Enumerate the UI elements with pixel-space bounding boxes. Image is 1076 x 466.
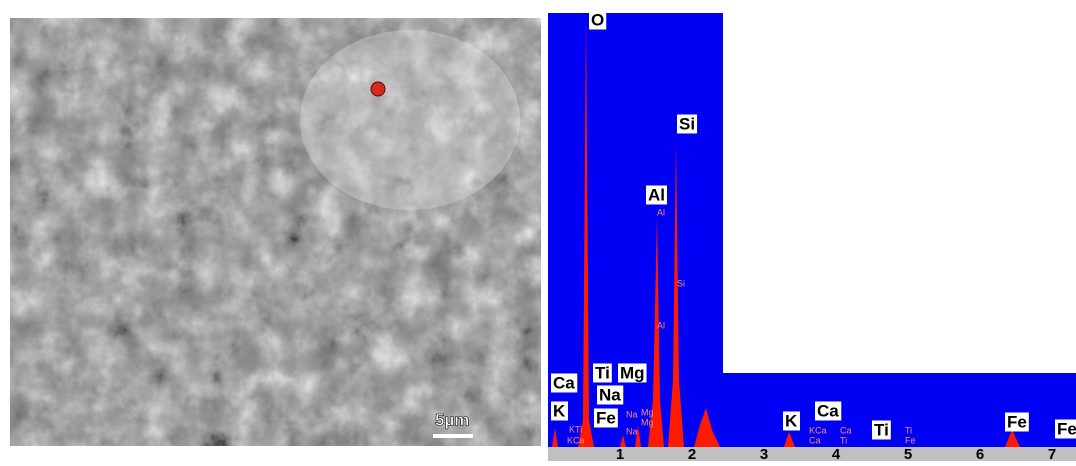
line-marker: KCa	[567, 435, 585, 445]
line-marker: Fe	[905, 435, 916, 445]
line-marker: Al	[657, 320, 665, 330]
line-marker: Na	[626, 409, 638, 419]
sem-image: 5µm	[10, 18, 541, 446]
line-marker: KTi	[569, 424, 582, 434]
line-marker: Mg	[641, 407, 654, 417]
element-label: Al	[648, 185, 665, 204]
line-marker: Si	[677, 278, 685, 288]
axis-label: 4	[832, 446, 841, 461]
element-label: Mg	[620, 363, 645, 382]
element-label: Fe	[596, 408, 616, 427]
line-marker: Ca	[809, 435, 821, 445]
line-marker: Mg	[641, 417, 654, 427]
line-marker: Al	[657, 207, 665, 217]
line-marker: Ti	[840, 435, 847, 445]
line-marker: Na	[626, 426, 638, 436]
axis-label: 5	[904, 446, 912, 461]
element-label: K	[553, 401, 566, 420]
element-label: O	[591, 10, 604, 29]
scale-bar	[433, 434, 473, 438]
line-marker: KCa	[809, 425, 827, 435]
line-marker: Ca	[840, 425, 852, 435]
page: 5µm 1234567OSiAlCaTiMgNaKFeKCaTiFeFeAlSi…	[0, 0, 1076, 466]
element-label: Fe	[1057, 419, 1076, 438]
axis-label: 6	[976, 446, 984, 461]
analysis-point	[371, 82, 385, 96]
figure: 5µm 1234567OSiAlCaTiMgNaKFeKCaTiFeFeAlSi…	[0, 0, 1076, 461]
element-label: Na	[599, 385, 621, 404]
element-label: Ca	[553, 373, 575, 392]
element-label: Si	[679, 114, 695, 133]
element-label: Fe	[1007, 412, 1027, 431]
element-label: K	[785, 411, 798, 430]
element-label: Ti	[874, 420, 889, 439]
line-marker: Ti	[905, 425, 912, 435]
axis-label: 2	[688, 446, 696, 461]
scale-bar-label: 5µm	[435, 410, 469, 429]
axis-label: 3	[760, 446, 768, 461]
element-label: Ca	[817, 401, 839, 420]
axis-label: 7	[1048, 446, 1056, 461]
axis-label: 1	[616, 446, 624, 461]
element-label: Ti	[595, 363, 610, 382]
